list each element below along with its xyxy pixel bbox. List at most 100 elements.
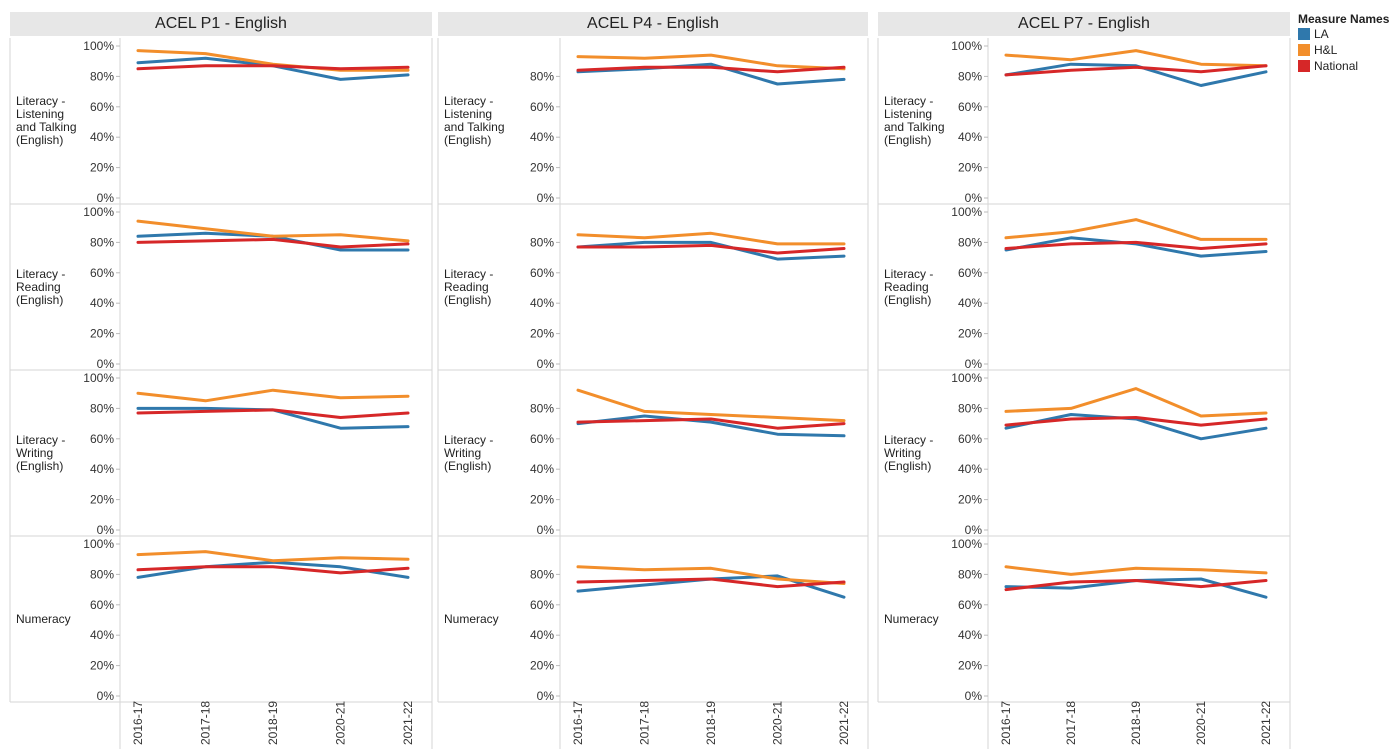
y-tick-label-c2-r3-80: 80% xyxy=(530,401,554,415)
series-line-national-c2-r2 xyxy=(576,243,846,255)
y-tick-label-c3-r3-20: 20% xyxy=(958,493,982,507)
series-line-national-c2-r1 xyxy=(576,65,846,74)
y-tick-label-c3-r1-60: 60% xyxy=(958,100,982,114)
y-tick-label-c1-r1-40: 40% xyxy=(90,130,114,144)
series-line-la-c2-r2 xyxy=(576,240,846,261)
series-line-hl-c3-r2 xyxy=(1004,218,1268,241)
y-tick-label-c1-r3-0: 0% xyxy=(97,523,115,537)
y-tick-label-c1-r4-0: 0% xyxy=(97,689,115,703)
series-line-national-c1-r3 xyxy=(136,408,410,419)
legend-label-hl: H&L xyxy=(1314,43,1338,57)
column-header-3: ACEL P7 - English xyxy=(878,12,1290,36)
y-tick-label-c3-r3-100: 100% xyxy=(951,371,982,385)
y-tick-label-c2-r3-0: 0% xyxy=(537,523,555,537)
series-line-hl-c1-r4 xyxy=(136,550,410,563)
y-tick-label-c3-r4-20: 20% xyxy=(958,659,982,673)
y-tick-label-c3-r4-40: 40% xyxy=(958,628,982,642)
legend-label-national: National xyxy=(1314,59,1359,73)
y-tick-label-c2-r1-60: 60% xyxy=(530,100,554,114)
series-line-national-c3-r3 xyxy=(1004,416,1268,427)
x-tick-label-c3-2: 2017-18 xyxy=(1064,701,1078,745)
legend-item-la[interactable]: LA xyxy=(1298,26,1389,42)
series-line-national-c1-r1 xyxy=(136,64,410,71)
y-tick-label-c3-r4-100: 100% xyxy=(951,537,982,551)
x-tick-label-c1-3: 2018-19 xyxy=(266,701,280,745)
row-label-c3-r2: Literacy - Reading (English) xyxy=(884,266,934,307)
legend-item-hl[interactable]: H&L xyxy=(1298,42,1389,58)
row-label-c3-r1: Literacy - Listening and Talking (Englis… xyxy=(884,94,945,147)
legend-swatch-national xyxy=(1298,60,1310,72)
y-tick-label-c1-r4-60: 60% xyxy=(90,598,114,612)
y-tick-label-c1-r3-80: 80% xyxy=(90,401,114,415)
y-tick-label-c3-r3-80: 80% xyxy=(958,401,982,415)
series-line-hl-c1-r1 xyxy=(136,49,410,72)
y-tick-label-c2-r2-80: 80% xyxy=(530,235,554,249)
series-line-la-c2-r3 xyxy=(576,414,846,438)
y-tick-label-c3-r2-100: 100% xyxy=(951,205,982,219)
y-tick-label-c3-r1-80: 80% xyxy=(958,69,982,83)
y-tick-label-c3-r1-40: 40% xyxy=(958,130,982,144)
y-tick-label-c1-r2-40: 40% xyxy=(90,296,114,310)
x-tick-label-c2-5: 2021-22 xyxy=(837,701,851,745)
row-label-c3-r3: Literacy - Writing (English) xyxy=(884,432,934,473)
x-tick-label-c3-5: 2021-22 xyxy=(1259,701,1273,745)
y-tick-label-c2-r1-40: 40% xyxy=(530,130,554,144)
x-tick-label-c3-4: 2020-21 xyxy=(1194,701,1208,745)
y-tick-label-c1-r1-0: 0% xyxy=(97,191,115,205)
y-tick-label-c2-r3-40: 40% xyxy=(530,462,554,476)
row-label-c2-r2: Literacy - Reading (English) xyxy=(444,266,494,307)
y-tick-label-c3-r2-20: 20% xyxy=(958,327,982,341)
y-tick-label-c1-r1-20: 20% xyxy=(90,161,114,175)
x-tick-label-c2-1: 2016-17 xyxy=(571,701,585,745)
y-tick-label-c1-r4-20: 20% xyxy=(90,659,114,673)
row-label-c1-r4: Numeracy xyxy=(16,611,71,626)
y-tick-label-c2-r2-20: 20% xyxy=(530,327,554,341)
y-tick-label-c1-r2-20: 20% xyxy=(90,327,114,341)
y-tick-label-c2-r4-0: 0% xyxy=(537,689,555,703)
legend-title: Measure Names xyxy=(1298,12,1390,26)
column-header-1: ACEL P1 - English xyxy=(10,12,432,36)
series-line-hl-c1-r3 xyxy=(136,388,410,403)
legend-item-national[interactable]: National xyxy=(1298,58,1389,74)
row-label-c3-r4: Numeracy xyxy=(884,611,939,626)
y-tick-label-c2-r1-80: 80% xyxy=(530,69,554,83)
y-tick-label-c3-r1-0: 0% xyxy=(965,191,983,205)
series-line-hl-c1-r2 xyxy=(136,219,410,243)
legend-swatch-la xyxy=(1298,28,1310,40)
series-line-national-c2-r4 xyxy=(576,577,846,589)
y-tick-label-c1-r1-60: 60% xyxy=(90,100,114,114)
y-tick-label-c3-r3-40: 40% xyxy=(958,462,982,476)
y-tick-label-c3-r4-0: 0% xyxy=(965,689,983,703)
y-tick-label-c1-r2-0: 0% xyxy=(97,357,115,371)
x-tick-label-c2-3: 2018-19 xyxy=(704,701,718,745)
x-tick-label-c2-2: 2017-18 xyxy=(638,701,652,745)
y-tick-label-c1-r3-20: 20% xyxy=(90,493,114,507)
y-tick-label-c3-r3-60: 60% xyxy=(958,432,982,446)
y-tick-label-c3-r4-60: 60% xyxy=(958,598,982,612)
y-tick-label-c2-r4-60: 60% xyxy=(530,598,554,612)
series-line-national-c1-r2 xyxy=(136,237,410,249)
series-line-national-c2-r3 xyxy=(576,417,846,430)
series-line-hl-c3-r4 xyxy=(1004,565,1268,576)
series-line-national-c3-r1 xyxy=(1004,64,1268,77)
x-tick-label-c3-3: 2018-19 xyxy=(1129,701,1143,745)
y-tick-label-c1-r2-60: 60% xyxy=(90,266,114,280)
y-tick-label-c1-r2-80: 80% xyxy=(90,235,114,249)
series-line-hl-c2-r1 xyxy=(576,53,846,71)
y-tick-label-c3-r2-60: 60% xyxy=(958,266,982,280)
y-tick-label-c2-r1-20: 20% xyxy=(530,161,554,175)
x-tick-label-c1-4: 2020-21 xyxy=(334,701,348,745)
x-tick-label-c1-2: 2017-18 xyxy=(199,701,213,745)
series-line-national-c1-r4 xyxy=(136,565,410,575)
row-label-c1-r1: Literacy - Listening and Talking (Englis… xyxy=(16,94,77,147)
y-tick-label-c1-r1-100: 100% xyxy=(83,39,114,53)
y-tick-label-c2-r4-20: 20% xyxy=(530,659,554,673)
legend-swatch-hl xyxy=(1298,44,1310,56)
y-tick-label-c1-r3-60: 60% xyxy=(90,432,114,446)
y-tick-label-c1-r1-80: 80% xyxy=(90,69,114,83)
series-line-hl-c2-r2 xyxy=(576,231,846,246)
y-tick-label-c1-r4-80: 80% xyxy=(90,567,114,581)
y-tick-label-c1-r3-40: 40% xyxy=(90,462,114,476)
series-line-hl-c3-r1 xyxy=(1004,49,1268,68)
row-label-c2-r3: Literacy - Writing (English) xyxy=(444,432,494,473)
